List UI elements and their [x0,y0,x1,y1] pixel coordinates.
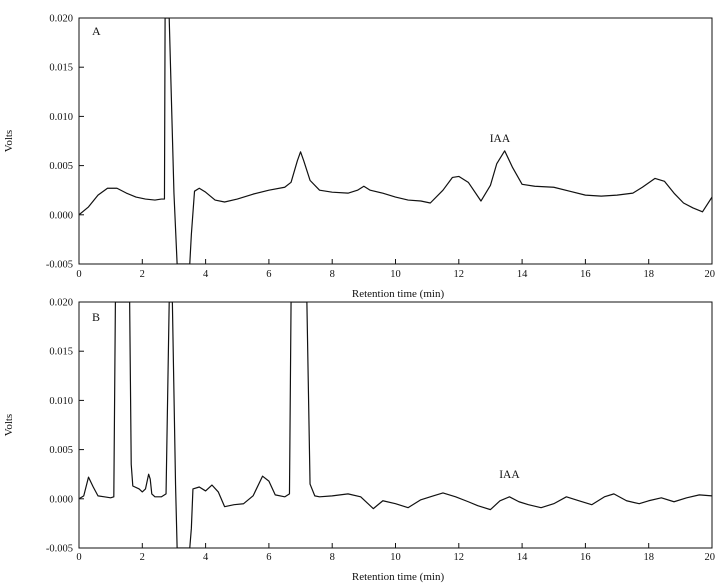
y-tick-label: 0.010 [49,396,73,407]
y-tick-label: -0.005 [46,260,73,271]
x-ticks: 0 2 4 6 8 10 12 14 16 18 20 [76,259,715,280]
x-tick-label: 16 [580,269,591,280]
y-tick-label: 0.015 [49,347,73,358]
x-tick-label: 6 [266,269,271,280]
x-tick-label: 14 [517,552,528,563]
y-tick-label: 0.005 [49,445,73,456]
x-tick-label: 0 [76,269,81,280]
panel-label: A [92,24,101,38]
x-tick-label: 18 [643,552,654,563]
annotations: IAA [499,469,520,481]
y-tick-label: 0.010 [49,112,73,123]
panel-a: A Volts Retention time (min) -0.005 0.000… [3,14,715,301]
x-axis-title: Retention time (min) [352,571,445,583]
x-tick-label: 12 [454,269,465,280]
iaa-peak-label: IAA [490,133,511,145]
y-tick-label: 0.000 [49,210,73,221]
iaa-peak-label: IAA [499,469,520,481]
x-tick-label: 14 [517,269,528,280]
x-tick-label: 8 [330,269,335,280]
x-tick-label: 16 [580,552,591,563]
y-tick-label: 0.005 [49,161,73,172]
y-axis-title: Volts [3,130,15,152]
y-tick-label: -0.005 [46,544,73,555]
y-tick-label: 0.020 [49,14,73,25]
x-tick-label: 10 [390,552,401,563]
x-tick-label: 0 [76,552,81,563]
x-tick-label: 2 [140,269,145,280]
y-ticks: -0.005 0.000 0.005 0.010 0.015 0.020 [46,298,84,555]
y-axis-title: Volts [3,414,15,436]
panel-b: B Volts Retention time (min) -0.005 0.000… [3,298,715,584]
panel-label: B [92,310,100,324]
series-group [79,302,712,548]
series-line [79,302,712,548]
x-tick-label: 12 [454,552,465,563]
x-tick-label: 20 [705,269,716,280]
series-line [79,18,712,264]
y-tick-label: 0.015 [49,63,73,74]
y-tick-label: 0.000 [49,494,73,505]
x-tick-label: 18 [643,269,654,280]
series-group [79,18,712,264]
x-ticks: 0 2 4 6 8 10 12 14 16 18 20 [76,543,715,563]
x-tick-label: 8 [330,552,335,563]
y-tick-label: 0.020 [49,298,73,309]
x-tick-label: 6 [266,552,271,563]
x-axis-title: Retention time (min) [352,288,445,300]
x-tick-label: 20 [705,552,716,563]
annotations: IAA [490,133,511,145]
y-ticks: -0.005 0.000 0.005 0.010 0.015 0.020 [46,14,84,271]
x-tick-label: 2 [140,552,145,563]
x-tick-label: 10 [390,269,401,280]
x-tick-label: 4 [203,552,209,563]
x-tick-label: 4 [203,269,209,280]
